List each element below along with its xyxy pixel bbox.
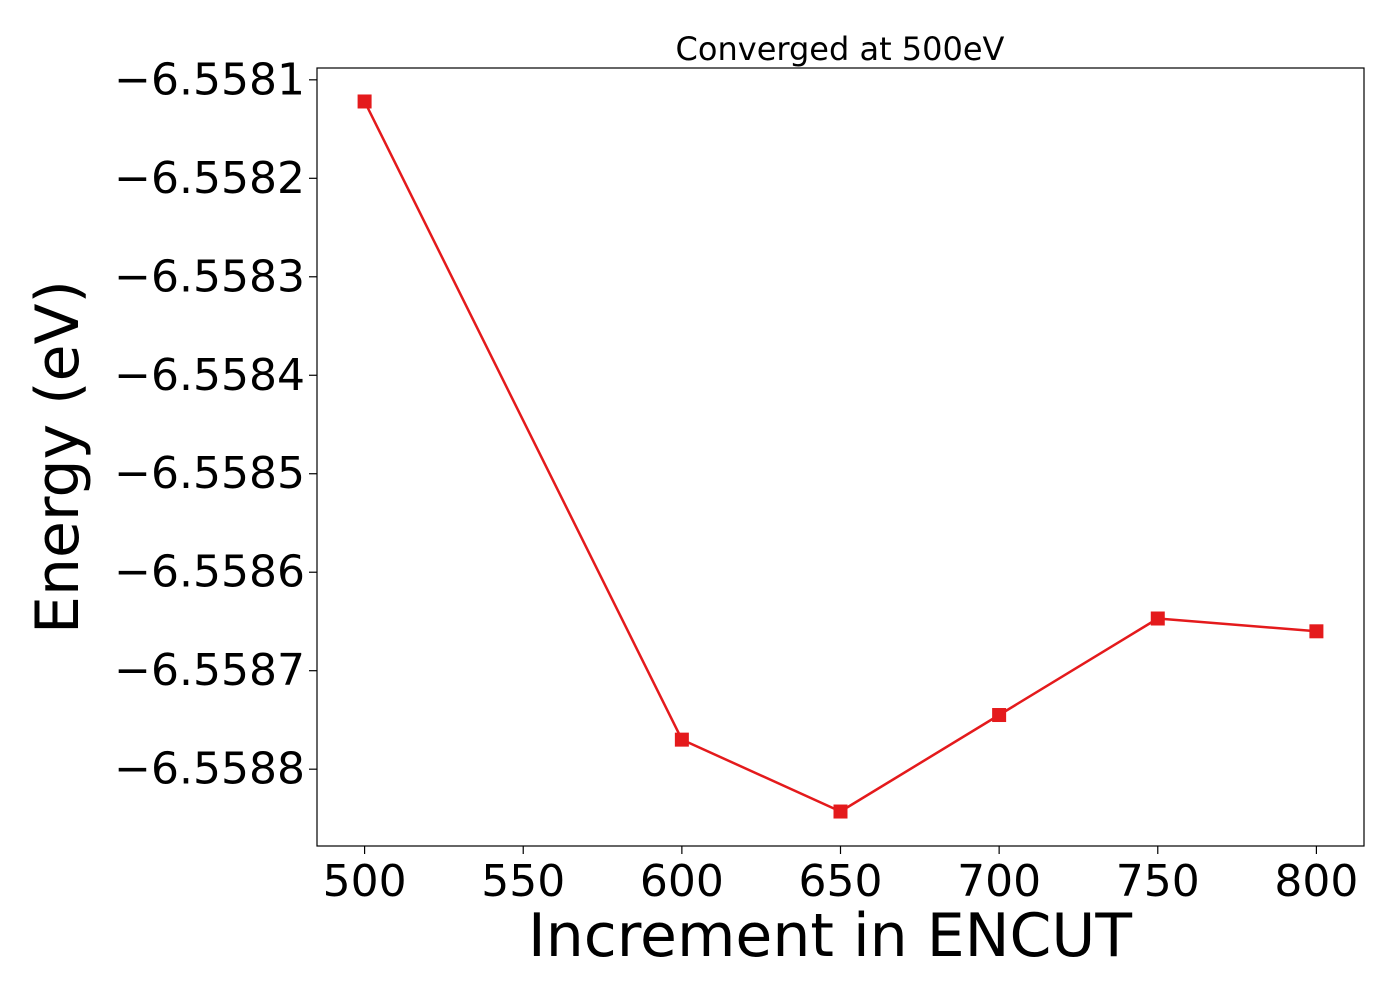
x-axis: 500 550 600 650 700 750 800: [323, 846, 1358, 907]
data-point-marker: [992, 708, 1007, 723]
y-tick-label: −6.5583: [114, 251, 305, 302]
series-line: [363, 100, 1317, 813]
data-point-marker: [674, 732, 689, 747]
y-tick-label: −6.5582: [114, 153, 305, 204]
y-axis-label: Energy (eV): [23, 280, 93, 634]
x-tick-label: 750: [1116, 856, 1200, 907]
data-point-marker: [1309, 624, 1324, 639]
x-tick-label: 800: [1274, 856, 1358, 907]
y-axis: −6.5581 −6.5582 −6.5583 −6.5584 −6.5585 −6.55…: [114, 54, 317, 795]
y-tick-label: −6.5585: [114, 448, 305, 499]
data-point-marker: [357, 94, 372, 109]
x-tick-label: 550: [481, 856, 565, 907]
x-tick-label: 500: [323, 856, 407, 907]
y-tick-label: −6.5581: [114, 54, 305, 105]
x-tick-label: 600: [640, 856, 724, 907]
y-tick-label: −6.5587: [114, 645, 305, 696]
data-point-marker: [1150, 611, 1165, 626]
x-tick-label: 650: [799, 856, 883, 907]
chart-title: Converged at 500eV: [676, 30, 1005, 68]
x-axis-label: Increment in ENCUT: [528, 901, 1132, 971]
y-tick-label: −6.5584: [114, 350, 305, 401]
data-point-marker: [833, 804, 848, 819]
y-tick-label: −6.5586: [114, 547, 305, 598]
series-layer: [357, 94, 1324, 819]
x-tick-label: 700: [957, 856, 1041, 907]
plot-area-frame: [316, 67, 1365, 847]
y-tick-label: −6.5588: [114, 744, 305, 795]
